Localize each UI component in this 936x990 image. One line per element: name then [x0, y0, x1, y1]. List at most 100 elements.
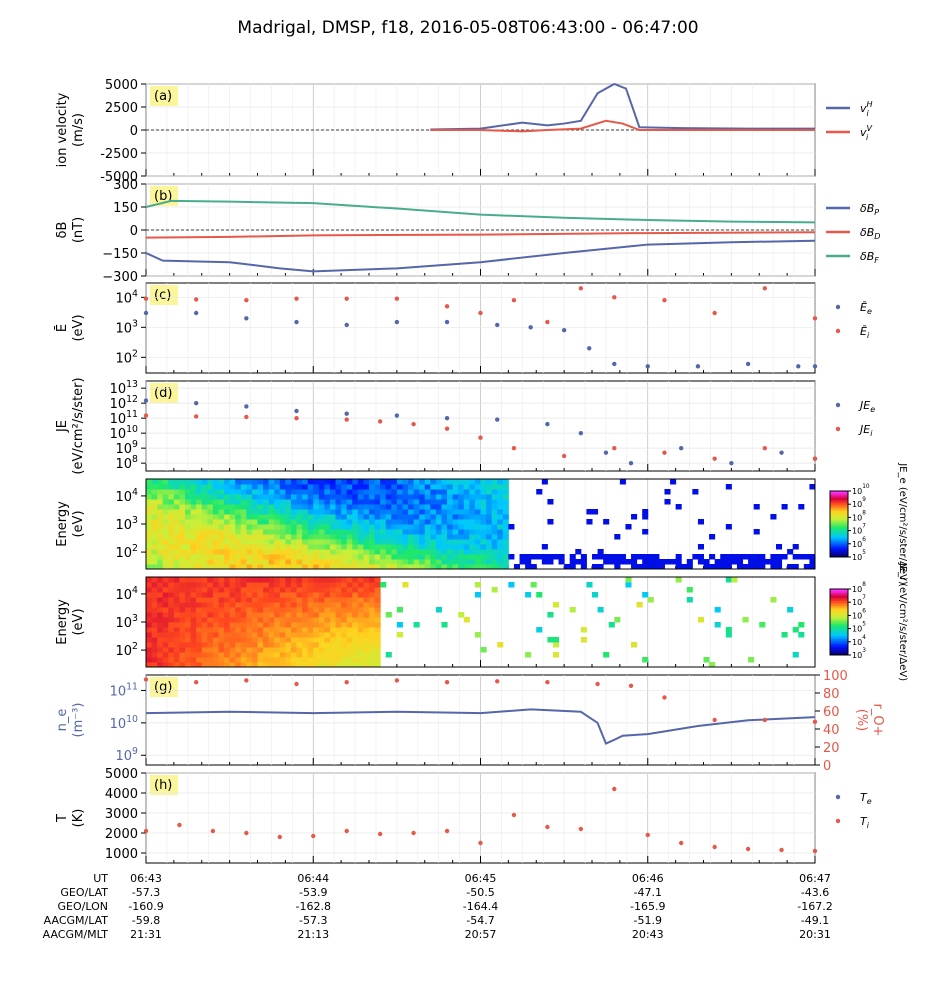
y-tick-label-1: 0 [130, 224, 138, 239]
heatmap-cell-5 [157, 642, 164, 648]
heatmap-cell-4 [625, 559, 632, 565]
colorbar-cell-4 [830, 530, 848, 533]
heatmap-cell-5 [151, 652, 158, 658]
heatmap-cell-5 [329, 612, 337, 618]
heatmap-cell-4 [569, 564, 576, 570]
heatmap-cell-4 [424, 534, 431, 540]
heatmap-cell-5 [229, 632, 236, 638]
heatmap-cell-4 [318, 514, 325, 520]
heatmap-cell-5 [263, 632, 270, 638]
heatmap-cell-5 [313, 642, 320, 648]
heatmap-cell-5 [257, 622, 264, 628]
heatmap-cell-5 [207, 662, 214, 668]
data-point-2-0 [294, 319, 299, 325]
heatmap-cell-4 [162, 519, 169, 525]
heatmap-cell-4 [369, 544, 376, 550]
heatmap-cell-5 [201, 637, 208, 643]
axis-value-4-0: 21:31 [130, 928, 162, 941]
heatmap-cell-4 [413, 559, 420, 565]
heatmap-cell-5 [246, 652, 253, 658]
heatmap-cell-4 [179, 489, 186, 495]
heatmap-cell-5 [374, 662, 381, 668]
heatmap-cell-4 [424, 554, 431, 560]
heatmap-cell-4 [329, 534, 337, 540]
heatmap-cell-4 [279, 484, 286, 490]
heatmap-cell-4 [285, 559, 292, 565]
colorbar-cell-4 [830, 512, 848, 515]
colorbar-cell-5 [830, 650, 848, 653]
heatmap-cell-4 [357, 529, 364, 535]
heatmap-cell-5 [274, 657, 281, 663]
heatmap-cell-4 [162, 529, 169, 535]
heatmap-cell-5 [290, 587, 298, 593]
heatmap-cell-4 [441, 504, 448, 510]
heatmap-cell-4 [664, 489, 671, 495]
heatmap-cell-4 [380, 549, 387, 555]
heatmap-cell-5 [352, 657, 359, 663]
heatmap-cell-5 [274, 577, 281, 583]
heatmap-cell-5 [251, 607, 258, 613]
heatmap-cell-5 [185, 582, 192, 588]
colorbar-cell-5 [830, 605, 848, 608]
heatmap-cell-5 [279, 657, 286, 663]
heatmap-cell-4 [329, 489, 337, 495]
y-tick-label-1: 300 [113, 178, 138, 193]
heatmap-cell-4 [369, 549, 376, 555]
heatmap-cell-4 [603, 559, 610, 565]
heatmap-cell-4 [385, 524, 392, 530]
heatmap-cell-4 [279, 529, 286, 535]
heatmap-cell-5 [341, 612, 348, 618]
heatmap-cell-5 [263, 592, 270, 598]
heatmap-cell-4 [441, 509, 448, 515]
heatmap-cell-4 [731, 559, 738, 565]
heatmap-cell-4 [502, 504, 509, 510]
heatmap-cell-4 [480, 539, 487, 545]
heatmap-cell-5 [235, 632, 242, 638]
colorbar-cell-5 [830, 641, 848, 644]
heatmap-cell-5 [413, 622, 420, 628]
heatmap-cell-4 [586, 509, 593, 515]
heatmap-cell-4 [274, 494, 281, 500]
heatmap-cell-4 [497, 479, 504, 485]
heatmap-cell-4 [452, 479, 459, 485]
heatmap-cell-4 [307, 544, 314, 550]
heatmap-cell-4 [162, 534, 169, 540]
heatmap-cell-5 [285, 662, 292, 668]
heatmap-cell-4 [235, 499, 242, 505]
heatmap-cell-5 [257, 582, 264, 588]
heatmap-cell-4 [185, 529, 192, 535]
heatmap-cell-5 [185, 617, 192, 623]
heatmap-cell-5 [146, 662, 153, 668]
heatmap-cell-4 [268, 494, 275, 500]
heatmap-cell-5 [369, 602, 376, 608]
heatmap-cell-4 [257, 554, 264, 560]
heatmap-cell-4 [374, 494, 381, 500]
heatmap-cell-5 [251, 632, 258, 638]
heatmap-cell-4 [502, 494, 509, 500]
y-tick-label-5: 102 [116, 641, 139, 659]
heatmap-cell-5 [290, 607, 298, 613]
heatmap-cell-5 [229, 607, 236, 613]
colorbar-cell-5 [830, 598, 848, 602]
panel-label-7: (h) [154, 778, 172, 793]
heatmap-cell-5 [279, 607, 286, 613]
data-point-2-1 [545, 319, 550, 325]
heatmap-cell-5 [346, 587, 353, 593]
heatmap-cell-4 [374, 499, 381, 505]
heatmap-cell-5 [257, 592, 264, 598]
heatmap-cell-5 [162, 582, 169, 588]
heatmap-cell-5 [363, 627, 370, 633]
heatmap-cell-5 [647, 597, 654, 603]
heatmap-cell-5 [268, 622, 275, 628]
heatmap-cell-4 [385, 479, 392, 485]
heatmap-cell-4 [513, 564, 521, 570]
heatmap-cell-5 [179, 662, 186, 668]
heatmap-cell-4 [162, 559, 169, 565]
heatmap-cell-5 [369, 622, 376, 628]
heatmap-cell-5 [257, 602, 264, 608]
heatmap-cell-4 [313, 554, 320, 560]
heatmap-cell-4 [290, 479, 298, 485]
heatmap-cell-5 [369, 642, 376, 648]
heatmap-cell-4 [324, 494, 331, 500]
heatmap-cell-5 [290, 597, 298, 603]
